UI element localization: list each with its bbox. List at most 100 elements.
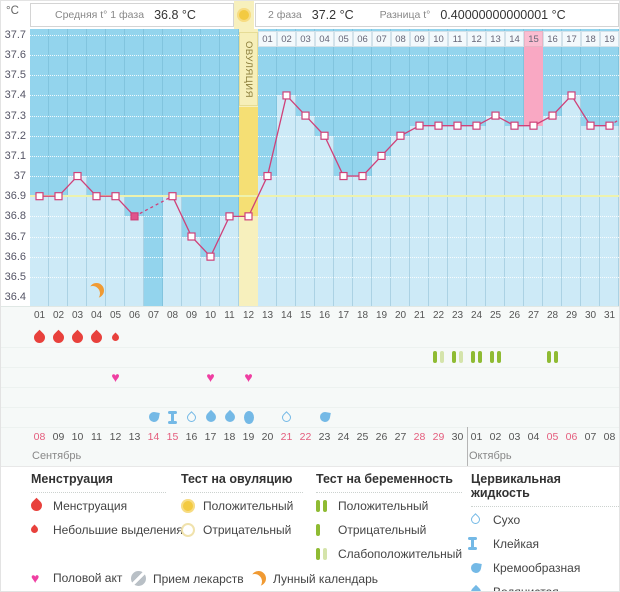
legend-item-label: Лунный календарь — [273, 571, 379, 586]
date-cell: 20 — [261, 431, 274, 443]
legend-item-icon-cell: ♥ — [31, 571, 53, 585]
coverline — [30, 195, 619, 198]
phase2-day-label: 08 — [391, 31, 410, 47]
gridline — [30, 256, 619, 258]
date-cell: 12 — [109, 431, 122, 443]
temperature-marker — [92, 192, 101, 201]
temperature-marker — [111, 192, 120, 201]
date-cell: 29 — [432, 431, 445, 443]
temperature-bar — [372, 155, 391, 306]
phase2-day-label: 04 — [315, 31, 334, 47]
legend-item-label: Слабоположительный — [338, 546, 463, 561]
legend: Менструация Менструация Небольшие выделени… — [1, 466, 619, 592]
cycle-day-number: 06 — [128, 310, 141, 321]
temperature-bar — [201, 256, 220, 306]
y-axis-tick: 37 — [13, 170, 26, 183]
intercourse-marker: ♥ — [106, 367, 125, 387]
temperature-marker — [263, 171, 272, 181]
temperature-bar — [410, 125, 429, 306]
fluid-creamy-icon — [318, 411, 331, 423]
cycle-day-number: 07 — [147, 310, 160, 321]
date-cell: 10 — [71, 431, 84, 443]
temperature-bar — [353, 176, 372, 306]
legend-item: Клейкая — [468, 532, 619, 555]
y-axis-tick: 37.5 — [4, 69, 26, 82]
temperature-marker — [605, 121, 614, 130]
gridline — [30, 55, 619, 57]
cycle-day-number: 03 — [71, 310, 84, 321]
legend-item-label: Половой акт — [53, 571, 123, 585]
legend-item-icon-cell — [251, 571, 273, 586]
fluid-sticky-icon — [168, 410, 177, 424]
date-cell: 30 — [451, 431, 464, 443]
temperature-marker — [73, 171, 82, 181]
legend-item-icon-cell — [316, 499, 338, 512]
date-cell: 26 — [375, 431, 388, 443]
cycle-day-number: 21 — [413, 310, 426, 321]
phase2-day-label: 01 — [258, 31, 277, 47]
y-axis-tick: 37.4 — [4, 89, 26, 102]
ovulation-label: ОВУЛЯЦИЯ — [239, 32, 258, 106]
date-cell: 24 — [337, 431, 350, 443]
legend-section: Менструация Менструация Небольшие выделени… — [28, 472, 183, 541]
pregnancy-test-marker — [448, 347, 467, 367]
ovulation-positive-icon — [237, 8, 251, 22]
phase2-day-label: 02 — [277, 31, 296, 47]
fluid-eggwhite-icon — [243, 410, 254, 424]
temperature-marker — [472, 121, 481, 130]
temperature-bar — [581, 125, 600, 306]
temperature-chart: 01 02 03 04 05 06 07 08 09 10 11 12 13 14 15 16 17 18 19 ОВ… — [30, 29, 619, 306]
legend-item: Сухо — [469, 508, 619, 531]
temperature-bar — [391, 135, 410, 306]
legend-item-label: Сухо — [493, 512, 521, 527]
fluid-watery-icon — [468, 584, 484, 591]
phase2-day-label: 12 — [467, 31, 486, 47]
temperature-bar — [486, 115, 505, 306]
date-cell: 23 — [318, 431, 331, 443]
date-cell: 17 — [204, 431, 217, 443]
pregnancy-test-marker — [429, 347, 448, 367]
date-cell: 05 — [546, 431, 559, 443]
cervical-fluid-marker — [220, 407, 239, 427]
phase2-day-label: 16 — [543, 31, 562, 47]
temperature-bar — [562, 95, 581, 306]
gridline — [30, 115, 619, 117]
legend-section: Тест на беременность Положительный Отрицат… — [316, 472, 462, 565]
legend-item: Менструация — [28, 494, 166, 517]
legend-item: Водянистая — [468, 580, 619, 592]
phase2-value: 37.2 °C — [311, 8, 354, 22]
date-cell: 08 — [603, 431, 616, 443]
bars-positive-icon — [490, 351, 501, 363]
drop-small-icon — [110, 332, 121, 342]
menstruation-marker — [87, 327, 106, 347]
menstruation-marker — [49, 327, 68, 347]
temperature-marker — [301, 111, 310, 120]
temperature-bar — [49, 196, 68, 306]
temperature-bar — [296, 115, 315, 306]
cycle-tracking-rows: 01 02 03 04 05 06 07 08 09 10 11 12 13 14 15 16 17 18 19 20… — [1, 306, 619, 467]
gridline — [30, 276, 619, 278]
date-cell: 15 — [166, 431, 179, 443]
cycle-day-number: 31 — [603, 310, 616, 321]
date-cell: 18 — [223, 431, 236, 443]
cycle-day-number: 08 — [166, 310, 179, 321]
temperature-marker — [35, 192, 44, 201]
legend-item-label: Водянистая — [493, 584, 559, 592]
phase2-day-label: 14 — [505, 31, 524, 47]
phase2-day-label: 10 — [429, 31, 448, 47]
date-cell: 06 — [565, 431, 578, 443]
temperature-marker — [434, 121, 443, 130]
phase2-label: 2 фаза — [268, 9, 302, 21]
phase2-day-label: 19 — [600, 31, 619, 47]
legend-section-title: Тест на овуляцию — [181, 472, 303, 493]
legend-item: Слабоположительный — [316, 542, 462, 565]
cycle-day-number: 25 — [489, 310, 502, 321]
cycle-day-number: 23 — [451, 310, 464, 321]
temperature-marker — [358, 171, 367, 181]
diff-value: 0.40000000000001 °C — [440, 8, 566, 22]
heart-icon: ♥ — [244, 369, 253, 385]
legend-item-icon-cell — [181, 522, 203, 537]
cycle-day-number: 19 — [375, 310, 388, 321]
temperature-bar — [68, 176, 87, 306]
legend-item-icon-cell — [28, 497, 53, 514]
